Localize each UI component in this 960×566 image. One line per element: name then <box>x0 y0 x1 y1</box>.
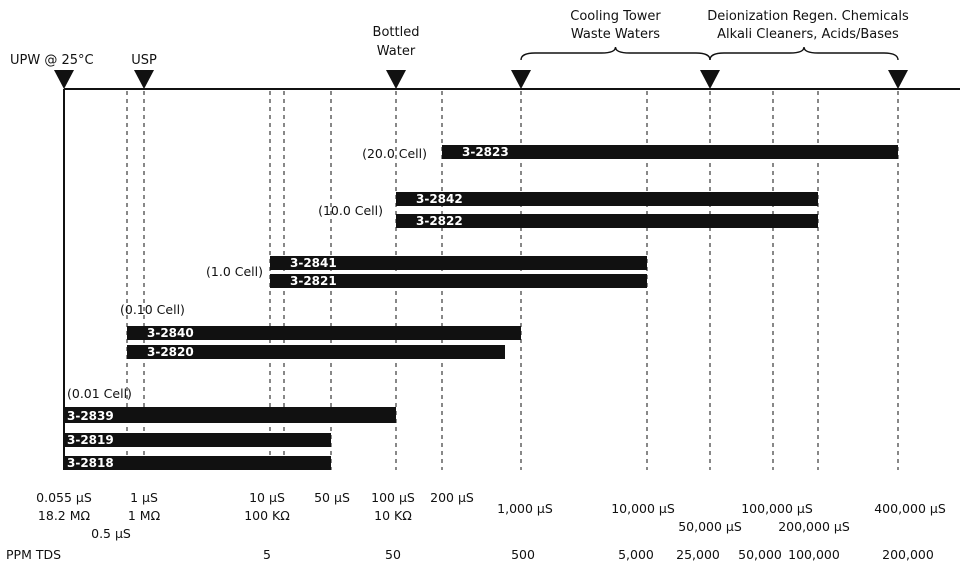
bar-3-2842 <box>396 192 818 206</box>
x-tick-label: 200,000 µS <box>778 519 850 534</box>
application-markers: UPW @ 25°C USP Bottled Water Cooling Tower Wa… <box>10 9 909 89</box>
cell-label: (10.0 Cell) <box>318 203 383 218</box>
bar-3-2823 <box>442 145 898 159</box>
tds-label: 200,000 <box>882 547 934 562</box>
x-tick-label: 100 KΩ <box>244 508 290 523</box>
marker-label-bottled: Water <box>377 44 416 59</box>
bar-3-2818 <box>64 456 331 470</box>
tds-label: 50,000 <box>738 547 782 562</box>
marker-upw <box>54 70 74 89</box>
bar-label-3-2842: 3-2842 <box>416 192 463 206</box>
tds-row-label: PPM TDS <box>6 547 61 562</box>
x-tick-label: 100,000 µS <box>741 501 813 516</box>
cooling-brace <box>520 46 711 61</box>
x-tick-label: 0.055 µS <box>36 490 92 505</box>
bar-label-3-2841: 3-2841 <box>290 256 337 270</box>
gridlines <box>126 91 899 470</box>
bar-label-3-2818: 3-2818 <box>67 456 114 470</box>
bar-3-2839 <box>64 407 396 423</box>
cell-label: (0.01 Cell) <box>67 386 132 401</box>
bar-3-2841 <box>270 256 647 270</box>
x-tick-label: 10 KΩ <box>374 508 412 523</box>
marker-cooling-end <box>700 70 720 89</box>
marker-usp <box>134 70 154 89</box>
marker-deion-end <box>888 70 908 89</box>
marker-bottled <box>386 70 406 89</box>
bar-3-2820 <box>127 345 505 359</box>
x-tick-label: 10,000 µS <box>611 501 675 516</box>
tds-label: 500 <box>511 547 535 562</box>
cell-label: (1.0 Cell) <box>206 264 263 279</box>
bar-label-3-2839: 3-2839 <box>67 409 114 423</box>
marker-cooling-start <box>511 70 531 89</box>
cell-label: (20.0 Cell) <box>362 146 427 161</box>
marker-label-cooling: Waste Waters <box>571 27 660 42</box>
marker-label-cooling: Cooling Tower <box>570 9 661 24</box>
marker-label-deion: Alkali Cleaners, Acids/Bases <box>717 27 899 42</box>
x-tick-label: 100 µS <box>371 490 415 505</box>
tds-labels: PPM TDS 5 50 500 5,000 25,000 50,000 100,000 200… <box>6 547 934 562</box>
bar-label-3-2821: 3-2821 <box>290 274 337 288</box>
x-tick-label: 1 MΩ <box>128 508 161 523</box>
bar-3-2821 <box>270 274 647 288</box>
bar-label-3-2819: 3-2819 <box>67 433 114 447</box>
marker-label-upw: UPW @ 25°C <box>10 53 94 68</box>
tds-label: 25,000 <box>676 547 720 562</box>
x-tick-labels: 0.055 µS 18.2 MΩ0.5 µS 1 µS 1 MΩ 10 µS 100 KΩ… <box>36 490 946 541</box>
x-tick-label: 50 µS <box>314 490 350 505</box>
cell-group-labels: (20.0 Cell) (10.0 Cell) (1.0 Cell) (0.10 Ce… <box>67 146 427 401</box>
deion-brace <box>709 46 899 61</box>
x-tick-label: 10 µS <box>249 490 285 505</box>
x-tick-label: 0.5 µS <box>91 526 131 541</box>
x-tick-label: 200 µS <box>430 490 474 505</box>
bar-label-3-2820: 3-2820 <box>147 345 194 359</box>
cell-label: (0.10 Cell) <box>120 302 185 317</box>
bar-label-3-2822: 3-2822 <box>416 214 463 228</box>
x-tick-label: 50,000 µS <box>678 519 742 534</box>
marker-label-usp: USP <box>131 53 157 68</box>
bar-3-2822 <box>396 214 818 228</box>
x-tick-label: 1 µS <box>130 490 158 505</box>
series-bars: 3-2823 3-2842 3-2822 3-2841 3-2821 3-2840 3-28… <box>64 145 898 470</box>
marker-label-bottled: Bottled <box>373 25 420 40</box>
tds-label: 5,000 <box>618 547 654 562</box>
bar-3-2840 <box>127 326 521 340</box>
x-tick-label: 1,000 µS <box>497 501 553 516</box>
tds-label: 100,000 <box>788 547 840 562</box>
x-tick-label: 400,000 µS <box>874 501 946 516</box>
bar-3-2819 <box>64 433 331 447</box>
chart-frame <box>63 88 960 470</box>
bar-label-3-2840: 3-2840 <box>147 326 194 340</box>
x-tick-label: 18.2 MΩ <box>38 508 91 523</box>
marker-label-deion: Deionization Regen. Chemicals <box>707 9 909 24</box>
tds-label: 5 <box>263 547 271 562</box>
bar-label-3-2823: 3-2823 <box>462 145 509 159</box>
tds-label: 50 <box>385 547 401 562</box>
